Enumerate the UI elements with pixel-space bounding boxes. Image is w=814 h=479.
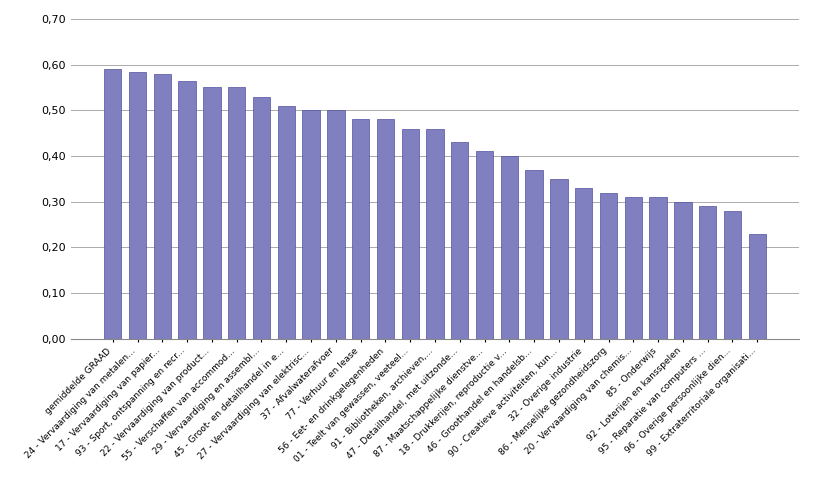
- Bar: [204, 88, 221, 339]
- Bar: [401, 128, 419, 339]
- Bar: [104, 69, 121, 339]
- Bar: [749, 234, 766, 339]
- Bar: [526, 170, 543, 339]
- Bar: [476, 151, 493, 339]
- Bar: [600, 193, 617, 339]
- Bar: [575, 188, 593, 339]
- Bar: [352, 119, 370, 339]
- Bar: [624, 197, 642, 339]
- Bar: [451, 142, 469, 339]
- Bar: [228, 88, 245, 339]
- Bar: [253, 97, 270, 339]
- Bar: [501, 156, 518, 339]
- Bar: [377, 119, 394, 339]
- Bar: [550, 179, 567, 339]
- Bar: [699, 206, 716, 339]
- Bar: [302, 110, 320, 339]
- Bar: [178, 80, 196, 339]
- Bar: [327, 110, 344, 339]
- Bar: [154, 74, 171, 339]
- Bar: [724, 211, 741, 339]
- Bar: [278, 106, 295, 339]
- Bar: [674, 202, 692, 339]
- Bar: [650, 197, 667, 339]
- Bar: [427, 128, 444, 339]
- Bar: [129, 71, 147, 339]
